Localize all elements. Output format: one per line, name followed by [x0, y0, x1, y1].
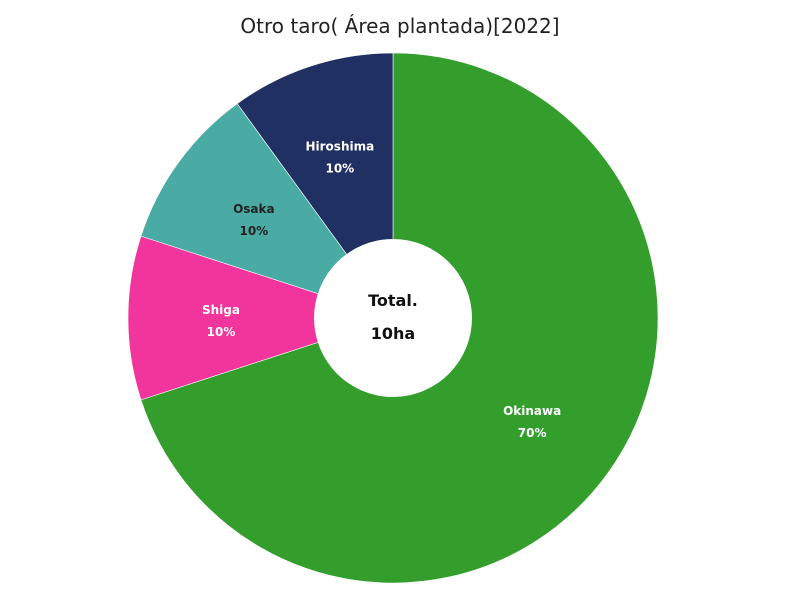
- slice-percent-osaka: 10%: [239, 224, 268, 238]
- slice-shiga: [127, 235, 394, 401]
- slice-percent-hiroshima: 10%: [325, 161, 354, 175]
- chart-title: Otro taro( Área plantada)[2022]: [240, 14, 560, 38]
- slice-labels: Okinawa 70% Shiga 10% Osaka 10% Hiroshima 10%: [202, 139, 561, 440]
- center-total-value: 10ha: [371, 324, 415, 343]
- center-total-label: Total.: [368, 291, 418, 310]
- slice-osaka: [140, 103, 394, 319]
- slice-percent-shiga: 10%: [207, 325, 236, 339]
- slice-label-osaka: Osaka: [233, 202, 275, 216]
- slice-label-shiga: Shiga: [202, 303, 240, 317]
- donut-hole: [314, 239, 472, 397]
- slice-percent-okinawa: 70%: [518, 426, 547, 440]
- slice-label-hiroshima: Hiroshima: [305, 139, 374, 153]
- slice-label-okinawa: Okinawa: [503, 404, 561, 418]
